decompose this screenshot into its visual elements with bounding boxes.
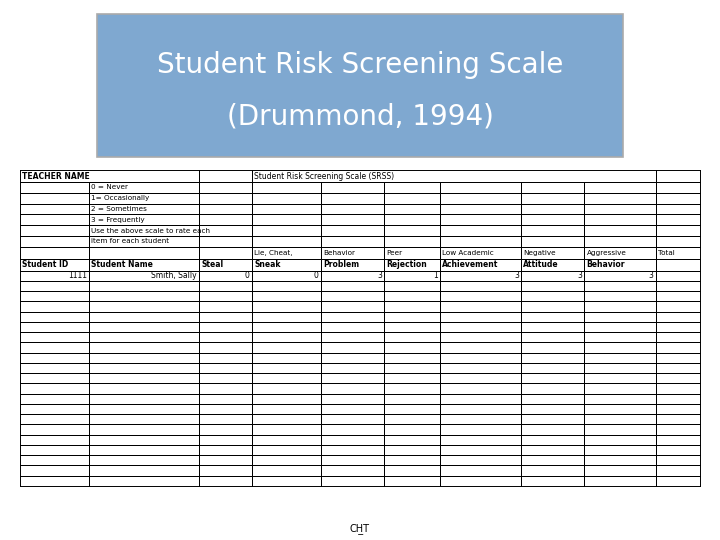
Text: Behavior: Behavior: [323, 249, 355, 256]
Text: 3: 3: [649, 271, 654, 280]
Text: 2 = Sometimes: 2 = Sometimes: [91, 206, 148, 212]
Text: Total: Total: [658, 249, 675, 256]
Text: Student Name: Student Name: [91, 260, 153, 269]
Text: Behavior: Behavior: [587, 260, 625, 269]
Text: Achievement: Achievement: [442, 260, 498, 269]
Text: (Drummond, 1994): (Drummond, 1994): [227, 103, 493, 131]
Text: Student Risk Screening Scale: Student Risk Screening Scale: [157, 51, 563, 79]
Text: 3: 3: [377, 271, 382, 280]
FancyBboxPatch shape: [97, 14, 623, 157]
Text: CH̲T: CH̲T: [350, 523, 370, 534]
Text: 3: 3: [577, 271, 582, 280]
Text: Low Academic: Low Academic: [442, 249, 494, 256]
Text: Problem: Problem: [323, 260, 359, 269]
Text: 1111: 1111: [68, 271, 87, 280]
Text: 0: 0: [314, 271, 319, 280]
Text: Sneak: Sneak: [254, 260, 281, 269]
Text: 0 = Never: 0 = Never: [91, 184, 128, 191]
Text: item for each student: item for each student: [91, 238, 169, 245]
Text: Student ID: Student ID: [22, 260, 68, 269]
Text: Rejection: Rejection: [387, 260, 427, 269]
Text: 1= Occasionally: 1= Occasionally: [91, 195, 150, 201]
Text: Peer: Peer: [387, 249, 402, 256]
Text: 3 = Frequently: 3 = Frequently: [91, 217, 145, 223]
Text: Use the above scale to rate each: Use the above scale to rate each: [91, 227, 210, 234]
Text: Negative: Negative: [523, 249, 556, 256]
Text: Smith, Sally: Smith, Sally: [151, 271, 197, 280]
Text: 0: 0: [245, 271, 250, 280]
Text: 1: 1: [433, 271, 438, 280]
Text: Aggressive: Aggressive: [587, 249, 626, 256]
Text: Lie, Cheat,: Lie, Cheat,: [254, 249, 292, 256]
Text: Steal: Steal: [201, 260, 223, 269]
Text: TEACHER NAME: TEACHER NAME: [22, 172, 90, 180]
Text: 3: 3: [514, 271, 519, 280]
Text: Attitude: Attitude: [523, 260, 559, 269]
Text: Student Risk Screening Scale (SRSS): Student Risk Screening Scale (SRSS): [254, 172, 394, 180]
